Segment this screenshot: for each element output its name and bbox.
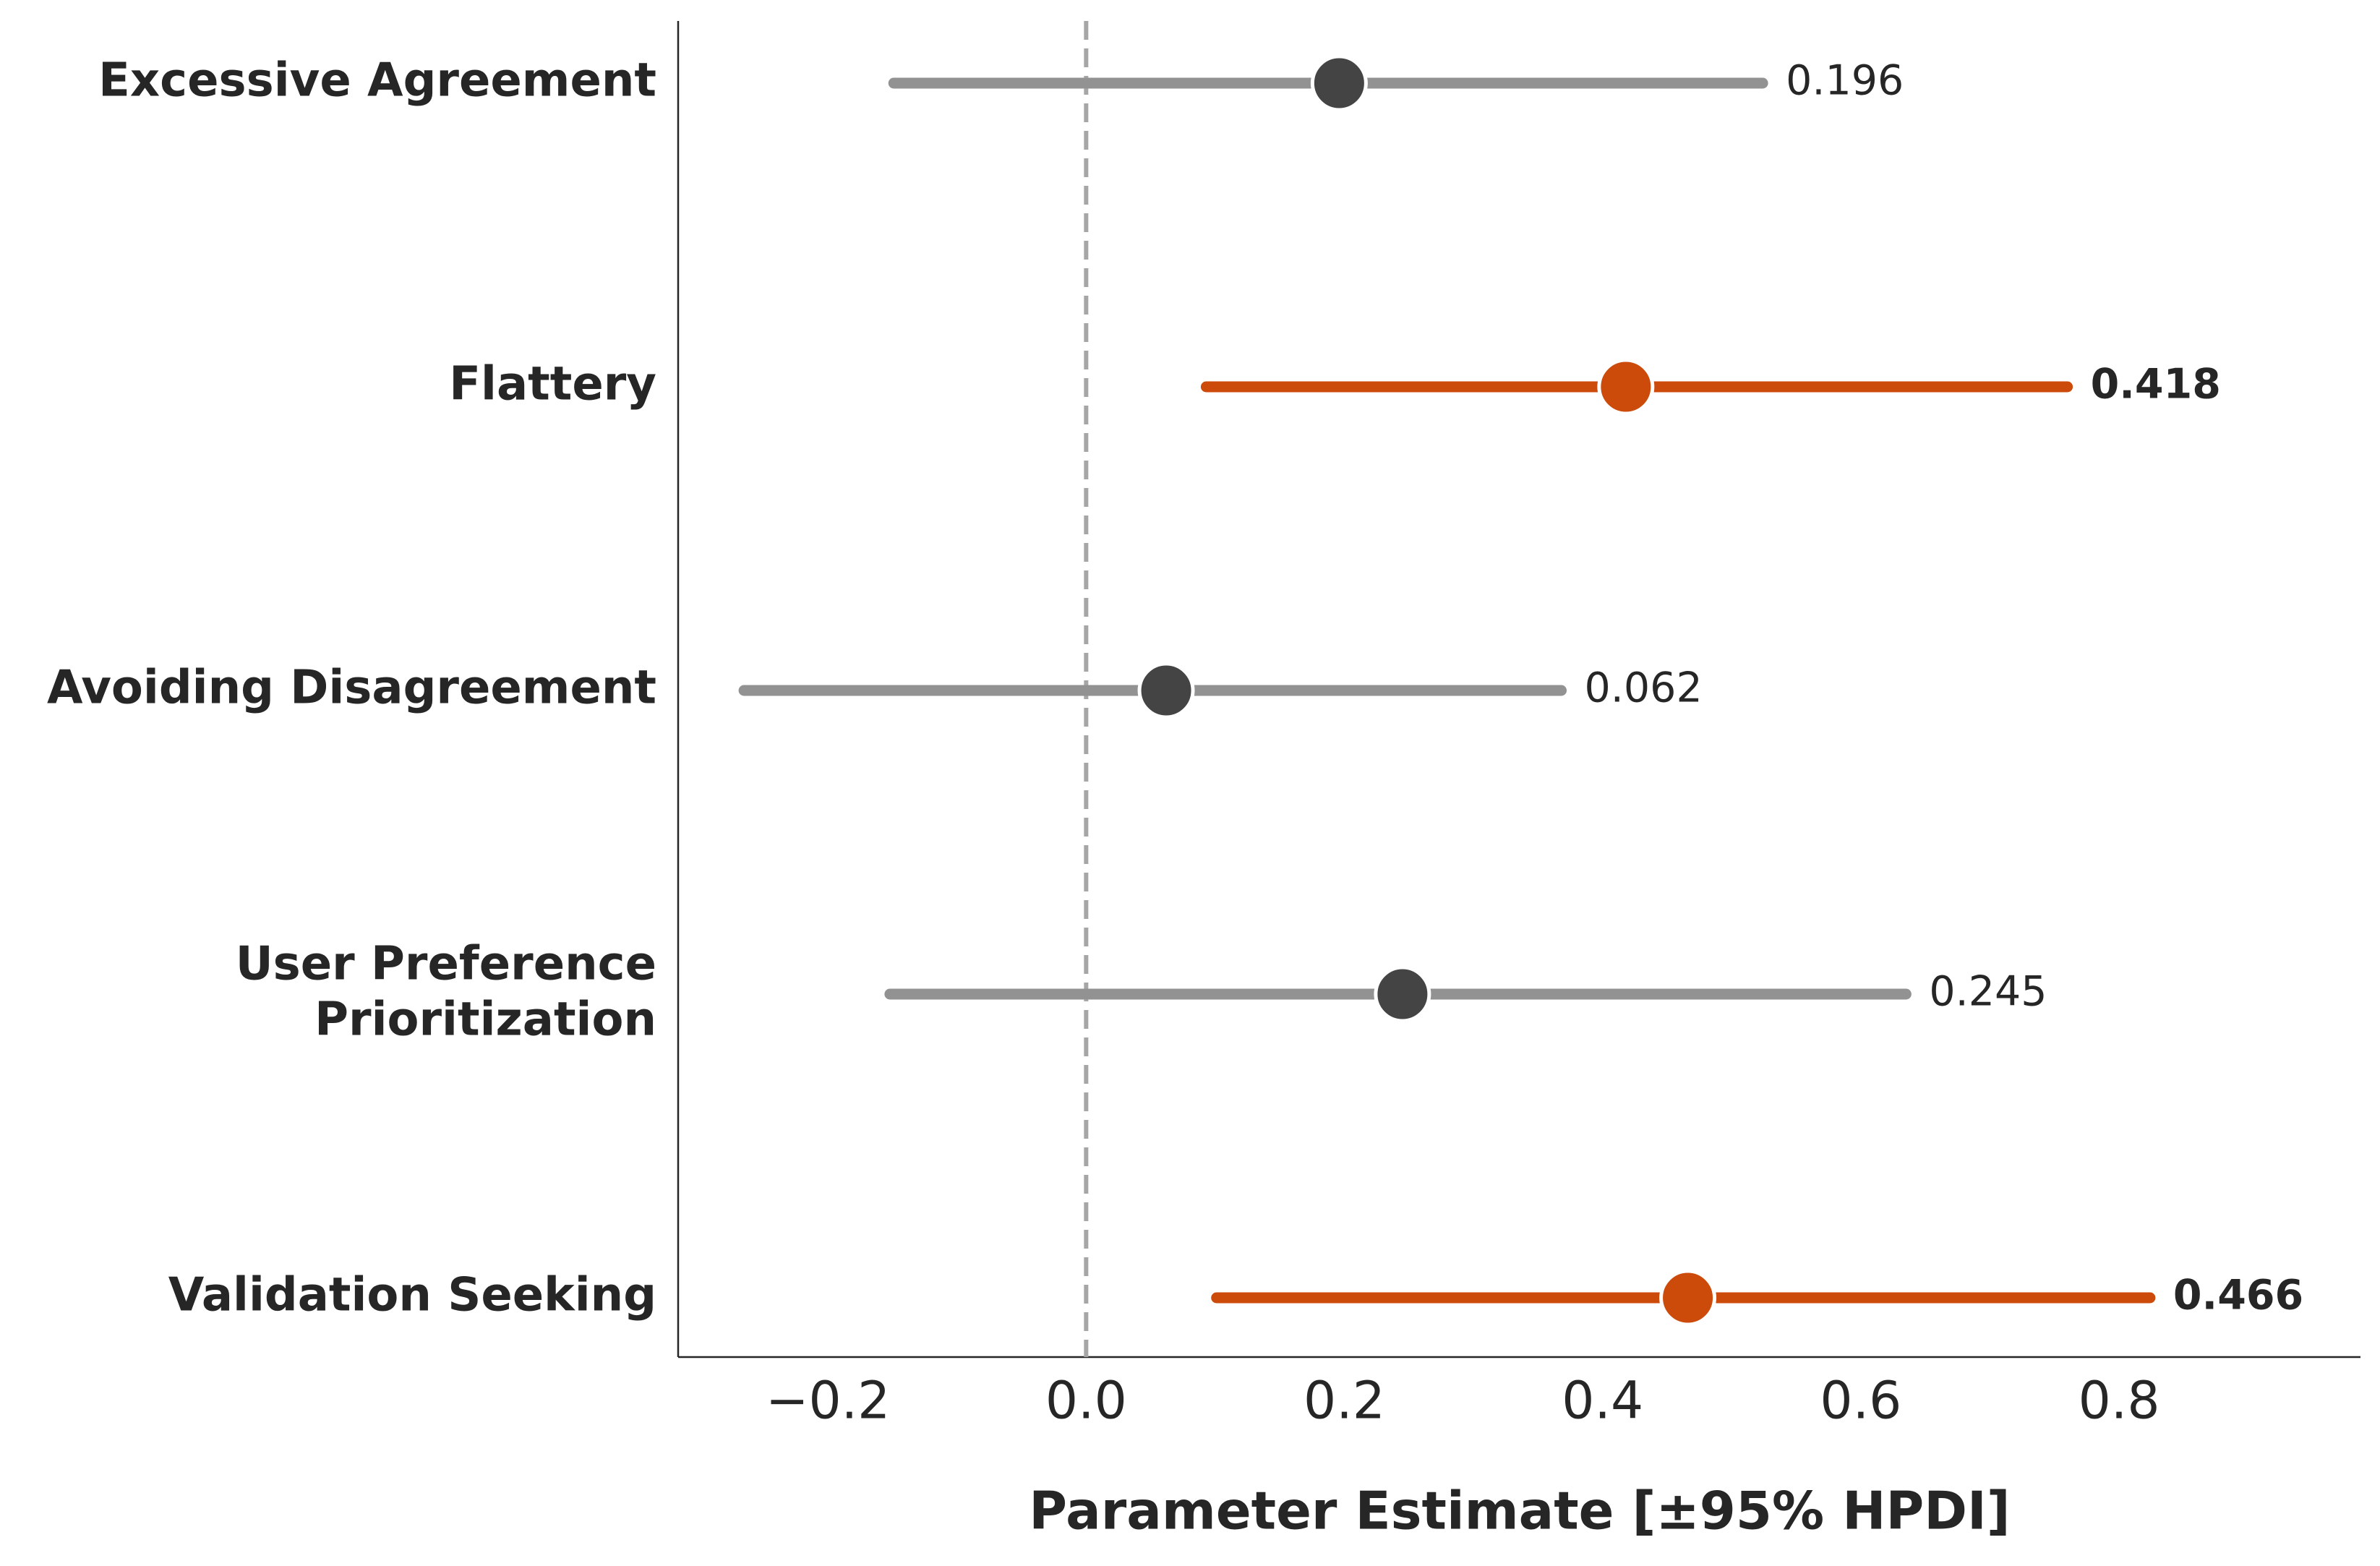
point-estimate <box>1659 1269 1717 1327</box>
y-tick-label: Excessive Agreement <box>98 54 656 108</box>
point-estimate <box>1310 54 1368 112</box>
x-tick-label: 0.4 <box>1562 1371 1643 1431</box>
value-label: 0.062 <box>1585 664 1703 712</box>
y-tick-label: Validation Seeking <box>168 1269 656 1322</box>
y-tick-label: Avoiding Disagreement <box>47 662 656 715</box>
value-label: 0.466 <box>2173 1272 2303 1319</box>
value-label: 0.418 <box>2091 361 2221 408</box>
x-tick-label: 0.6 <box>1820 1371 1901 1431</box>
value-label: 0.245 <box>1929 968 2047 1016</box>
y-tick-label: User Preference Prioritization <box>236 937 656 1046</box>
x-axis-label: Parameter Estimate [±95% HPDI] <box>1029 1481 2010 1541</box>
x-tick-label: 0.2 <box>1304 1371 1385 1431</box>
y-tick-label: Flattery <box>449 358 656 411</box>
point-estimate <box>1137 662 1195 719</box>
point-estimate <box>1374 965 1431 1023</box>
x-tick-label: −0.2 <box>766 1371 890 1431</box>
point-estimate <box>1597 358 1655 416</box>
x-tick-label: 0.0 <box>1045 1371 1127 1431</box>
x-tick-label: 0.8 <box>2079 1371 2160 1431</box>
value-label: 0.196 <box>1786 57 1904 105</box>
